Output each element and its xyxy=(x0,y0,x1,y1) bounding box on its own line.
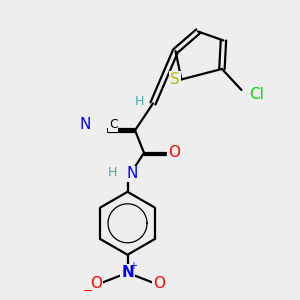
Text: H: H xyxy=(135,95,144,108)
Text: N: N xyxy=(121,265,134,280)
Text: O: O xyxy=(153,276,165,291)
Text: C: C xyxy=(109,118,118,131)
Text: O: O xyxy=(90,276,102,291)
Text: −: − xyxy=(83,285,93,298)
Text: N: N xyxy=(126,166,138,181)
Text: S: S xyxy=(170,72,180,87)
Text: N: N xyxy=(80,118,91,133)
Text: O: O xyxy=(168,146,180,160)
Text: +: + xyxy=(130,261,137,271)
Text: H: H xyxy=(108,166,117,179)
Text: Cl: Cl xyxy=(249,87,264,102)
